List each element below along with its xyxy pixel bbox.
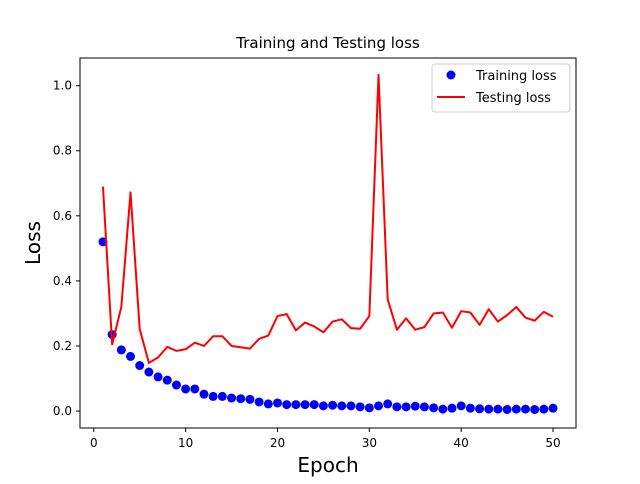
x-tick-label: 30 [362, 436, 377, 450]
training-loss-point [171, 380, 181, 390]
legend-testing-label: Testing loss [475, 91, 551, 106]
training-loss-point [153, 372, 163, 382]
training-loss-point [309, 400, 319, 410]
training-loss-point [236, 394, 246, 404]
plot-series [98, 73, 558, 414]
axis-ticks: 0 10 20 30 40 50 0.0 0.2 0.4 0.6 0.8 1.0 [53, 79, 561, 450]
training-loss-point [429, 403, 439, 413]
training-loss-point [337, 401, 347, 411]
x-tick-label: 0 [90, 436, 98, 450]
training-loss-point [401, 402, 411, 412]
training-loss-point [328, 400, 338, 410]
y-tick-label: 0.4 [53, 274, 72, 288]
training-loss-point [135, 361, 145, 371]
training-loss-point [484, 404, 494, 414]
training-loss-point [254, 397, 264, 407]
legend-training-label: Training loss [475, 69, 557, 84]
training-loss-point [263, 399, 273, 409]
plot-area-frame [79, 57, 577, 429]
training-loss-point [181, 384, 191, 394]
training-loss-point [465, 403, 475, 413]
training-loss-point [144, 367, 154, 377]
training-loss-point [300, 400, 310, 410]
y-tick-label: 0.6 [53, 209, 72, 223]
training-loss-point [392, 402, 402, 412]
training-loss-point [217, 391, 227, 401]
training-loss-point [530, 404, 540, 414]
training-loss-point [383, 399, 393, 409]
training-loss-point [502, 404, 512, 414]
training-loss-point [190, 384, 200, 394]
y-axis-label: Loss [21, 221, 45, 265]
training-loss-point [116, 345, 126, 355]
y-tick-label: 0.0 [53, 404, 72, 418]
training-loss-point [419, 402, 429, 412]
chart-title: Training and Testing loss [235, 34, 420, 52]
training-loss-point [475, 404, 485, 414]
training-loss-point [374, 401, 384, 411]
legend: Training loss Testing loss [431, 63, 571, 113]
x-tick-label: 40 [454, 436, 469, 450]
training-loss-point [208, 391, 218, 401]
x-axis-label: Epoch [297, 453, 358, 477]
x-tick-label: 50 [545, 436, 560, 450]
training-loss-point [346, 401, 356, 411]
training-loss-point [282, 400, 292, 410]
training-loss-point [199, 389, 209, 399]
x-tick-label: 20 [270, 436, 285, 450]
training-loss-point [162, 375, 172, 385]
training-loss-point [410, 401, 420, 411]
training-loss-point [318, 401, 328, 411]
training-loss-point [227, 393, 237, 403]
training-loss-point [438, 404, 448, 414]
training-loss-point [355, 402, 365, 412]
training-loss-point [126, 351, 136, 361]
training-loss-point [548, 403, 558, 413]
testing-loss-line [101, 73, 554, 364]
training-loss-point [245, 394, 255, 404]
y-tick-label: 0.8 [53, 144, 72, 158]
training-loss-point [272, 398, 282, 408]
training-loss-point [456, 401, 466, 411]
legend-training-marker [446, 70, 456, 80]
y-tick-label: 1.0 [53, 79, 72, 93]
training-loss-point [364, 403, 374, 413]
y-tick-label: 0.2 [53, 339, 72, 353]
training-loss-point [520, 404, 530, 414]
training-loss-point [447, 403, 457, 413]
training-loss-point [511, 404, 521, 414]
training-loss-point [291, 400, 301, 410]
legend-box [431, 63, 571, 113]
training-loss-point [539, 404, 549, 414]
training-loss-point [493, 404, 503, 414]
x-tick-label: 10 [178, 436, 193, 450]
